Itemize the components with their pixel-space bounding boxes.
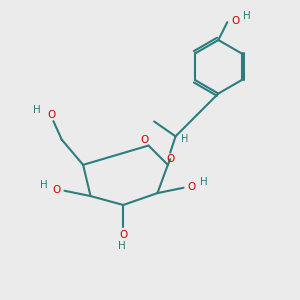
Text: O: O: [53, 185, 61, 195]
Text: O: O: [140, 135, 148, 145]
Text: H: H: [243, 11, 250, 21]
Text: O: O: [166, 154, 174, 164]
Text: O: O: [187, 182, 195, 192]
Text: H: H: [200, 177, 208, 188]
Text: H: H: [182, 134, 189, 144]
Text: O: O: [119, 230, 128, 240]
Text: H: H: [33, 105, 41, 115]
Text: H: H: [118, 241, 126, 251]
Text: H: H: [40, 180, 48, 190]
Text: O: O: [231, 16, 239, 26]
Text: O: O: [47, 110, 55, 120]
